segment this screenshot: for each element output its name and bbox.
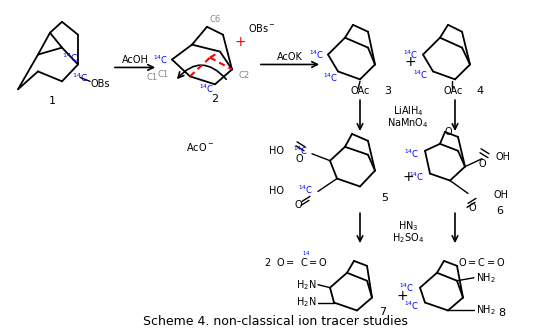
FancyArrowPatch shape bbox=[178, 65, 226, 79]
Text: 3: 3 bbox=[384, 86, 392, 96]
Text: O$=$C$=$O: O$=$C$=$O bbox=[458, 256, 506, 268]
Text: OH: OH bbox=[493, 190, 508, 200]
Text: NH$_2$: NH$_2$ bbox=[476, 304, 496, 317]
Text: H$_2$N: H$_2$N bbox=[295, 296, 316, 310]
Text: AcO$^-$: AcO$^-$ bbox=[186, 141, 214, 153]
Text: $^{14}$C: $^{14}$C bbox=[399, 282, 414, 294]
Text: $^{14}$C: $^{14}$C bbox=[293, 144, 308, 157]
Text: O: O bbox=[295, 154, 303, 164]
Text: $^{14}$C: $^{14}$C bbox=[72, 71, 88, 84]
Text: C2: C2 bbox=[239, 71, 250, 80]
Text: OH: OH bbox=[496, 152, 511, 162]
Text: $^{14}$C: $^{14}$C bbox=[298, 183, 313, 196]
Text: $^{14}$C: $^{14}$C bbox=[404, 299, 419, 312]
Text: OAc: OAc bbox=[350, 86, 370, 96]
Text: $^{14}$: $^{14}$ bbox=[302, 251, 310, 260]
Text: $^{14}$C: $^{14}$C bbox=[404, 147, 419, 160]
Text: LiAlH$_4$: LiAlH$_4$ bbox=[393, 104, 424, 118]
Text: 7: 7 bbox=[379, 308, 387, 317]
Text: $^{14}$C: $^{14}$C bbox=[200, 83, 215, 95]
Text: C6: C6 bbox=[210, 15, 221, 24]
Text: O: O bbox=[294, 200, 302, 210]
Text: Scheme 4. non-classical ion tracer studies: Scheme 4. non-classical ion tracer studi… bbox=[142, 315, 408, 328]
Text: O: O bbox=[444, 127, 452, 137]
Text: O: O bbox=[468, 203, 476, 213]
Text: 6: 6 bbox=[497, 206, 503, 216]
Text: OBs: OBs bbox=[90, 79, 110, 89]
Text: 8: 8 bbox=[498, 309, 505, 318]
Text: $^{14}$C: $^{14}$C bbox=[403, 48, 418, 61]
Text: 2: 2 bbox=[211, 94, 218, 104]
Text: AcOK: AcOK bbox=[277, 52, 303, 62]
Text: $^{14}$C: $^{14}$C bbox=[409, 170, 424, 183]
Text: HN$_3$: HN$_3$ bbox=[398, 219, 418, 233]
Text: HO: HO bbox=[269, 146, 284, 156]
Text: HO: HO bbox=[269, 187, 284, 196]
Text: O: O bbox=[478, 159, 486, 169]
Text: +: + bbox=[404, 55, 416, 68]
Text: NH$_2$: NH$_2$ bbox=[476, 271, 496, 285]
Text: $^{14}$C: $^{14}$C bbox=[62, 51, 78, 64]
Text: $^{14}$C: $^{14}$C bbox=[309, 48, 324, 61]
Text: OAc: OAc bbox=[443, 86, 463, 96]
Text: 4: 4 bbox=[476, 86, 483, 96]
Text: $^{14}$C: $^{14}$C bbox=[153, 53, 168, 66]
Text: H$_2$SO$_4$: H$_2$SO$_4$ bbox=[392, 231, 424, 245]
Text: H$_2$N: H$_2$N bbox=[295, 278, 316, 291]
Text: 1: 1 bbox=[48, 96, 56, 106]
Text: +: + bbox=[396, 289, 408, 303]
Text: OBs$^-$: OBs$^-$ bbox=[248, 22, 276, 34]
Text: C1: C1 bbox=[146, 73, 157, 82]
Text: $^{14}$C: $^{14}$C bbox=[412, 68, 428, 81]
Text: $^{14}$C: $^{14}$C bbox=[323, 71, 338, 84]
Text: +: + bbox=[234, 35, 246, 49]
Text: C1: C1 bbox=[157, 70, 168, 79]
Text: 5: 5 bbox=[382, 193, 388, 203]
Text: +: + bbox=[402, 169, 414, 184]
Text: AcOH: AcOH bbox=[122, 55, 148, 64]
Text: 2  O$=$: 2 O$=$ bbox=[265, 256, 295, 268]
Text: C$=$O: C$=$O bbox=[300, 256, 328, 268]
Text: NaMnO$_4$: NaMnO$_4$ bbox=[387, 116, 429, 130]
